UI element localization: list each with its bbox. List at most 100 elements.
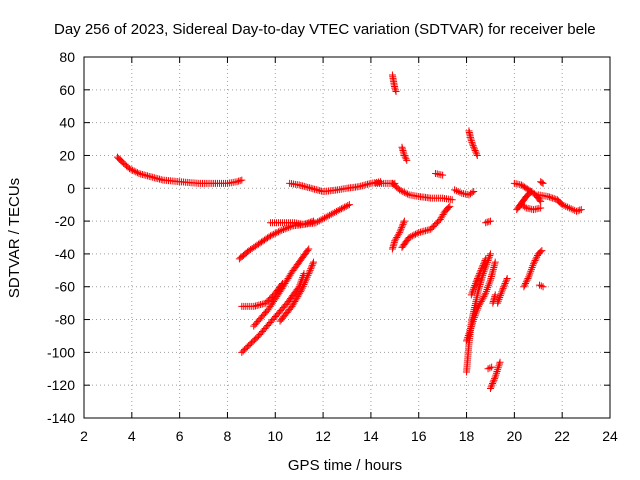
data-point [574, 207, 582, 215]
data-point [400, 217, 408, 225]
data-track [388, 217, 408, 253]
data-point [306, 218, 314, 226]
data-point [491, 375, 499, 383]
data-point [466, 328, 474, 336]
data-point [479, 294, 487, 302]
data-point [537, 204, 545, 212]
data-point [478, 275, 486, 283]
data-point [539, 179, 547, 187]
data-track [388, 179, 456, 204]
data-point [399, 188, 407, 196]
data-point [529, 260, 537, 268]
data-track [467, 255, 490, 299]
data-point [456, 188, 464, 196]
data-point [521, 281, 529, 289]
data-track [388, 71, 400, 95]
data-point [469, 140, 477, 148]
data-track [398, 143, 411, 164]
data-point [305, 219, 313, 227]
data-point [298, 286, 306, 294]
data-point [397, 225, 405, 233]
data-point [342, 202, 350, 210]
data-point [468, 138, 476, 146]
data-point [445, 204, 453, 212]
data-point [488, 363, 496, 371]
data-point [467, 324, 475, 332]
data-point [564, 203, 572, 211]
data-point [278, 226, 286, 234]
data-point [544, 192, 552, 200]
data-point [469, 317, 477, 325]
data-point [477, 266, 485, 274]
data-point [485, 253, 493, 261]
data-point [464, 333, 472, 341]
data-point [474, 273, 482, 281]
data-track [489, 291, 499, 307]
data-point [495, 360, 503, 368]
data-track [235, 201, 353, 263]
data-point [537, 248, 545, 256]
data-track [494, 275, 511, 307]
data-point [271, 229, 279, 237]
data-point [476, 268, 484, 276]
data-point [522, 278, 530, 286]
data-point [404, 190, 412, 198]
data-point [478, 265, 486, 273]
data-point [560, 202, 568, 210]
data-point [493, 367, 501, 375]
y-tick-label: -80 [55, 312, 75, 328]
data-point [481, 256, 489, 264]
data-point [127, 165, 135, 173]
data-point [489, 378, 497, 386]
data-point [454, 188, 462, 196]
data-point [475, 284, 483, 292]
data-point [468, 321, 476, 329]
data-point [538, 179, 546, 187]
x-tick-label: 22 [554, 428, 570, 444]
data-point [473, 150, 481, 158]
data-point [469, 319, 477, 327]
data-point [527, 188, 535, 196]
data-point [537, 282, 545, 290]
data-point [499, 284, 507, 292]
data-point [439, 171, 447, 179]
data-point [532, 255, 540, 263]
data-point [448, 196, 456, 204]
data-point [298, 284, 306, 292]
data-point [500, 281, 508, 289]
data-point [501, 279, 509, 287]
data-point [395, 230, 403, 238]
data-point [408, 232, 416, 240]
data-point [396, 227, 404, 235]
data-point [337, 205, 345, 213]
data-points [113, 71, 585, 392]
data-point [526, 189, 534, 197]
data-point [125, 165, 133, 173]
y-tick-label: -20 [55, 213, 75, 229]
data-point [302, 220, 310, 228]
data-point [304, 246, 312, 254]
data-point [549, 194, 557, 202]
data-point [573, 207, 581, 215]
data-point [270, 230, 278, 238]
data-point [476, 299, 484, 307]
data-point [523, 276, 531, 284]
x-tick-label: 2 [80, 428, 88, 444]
data-track [482, 217, 494, 227]
data-point [309, 260, 317, 268]
data-point [302, 275, 310, 283]
data-point [463, 335, 471, 343]
data-point [410, 231, 418, 239]
data-point [470, 188, 478, 196]
y-tick-label: 80 [59, 49, 75, 65]
data-point [473, 276, 481, 284]
data-point [486, 250, 494, 258]
data-point [558, 201, 566, 209]
x-axis-label: GPS time / hours [288, 457, 402, 474]
data-track [534, 191, 585, 215]
data-point [344, 202, 352, 210]
data-point [521, 203, 529, 211]
data-point [567, 205, 575, 213]
y-tick-label: -60 [55, 279, 75, 295]
data-point [478, 263, 486, 271]
